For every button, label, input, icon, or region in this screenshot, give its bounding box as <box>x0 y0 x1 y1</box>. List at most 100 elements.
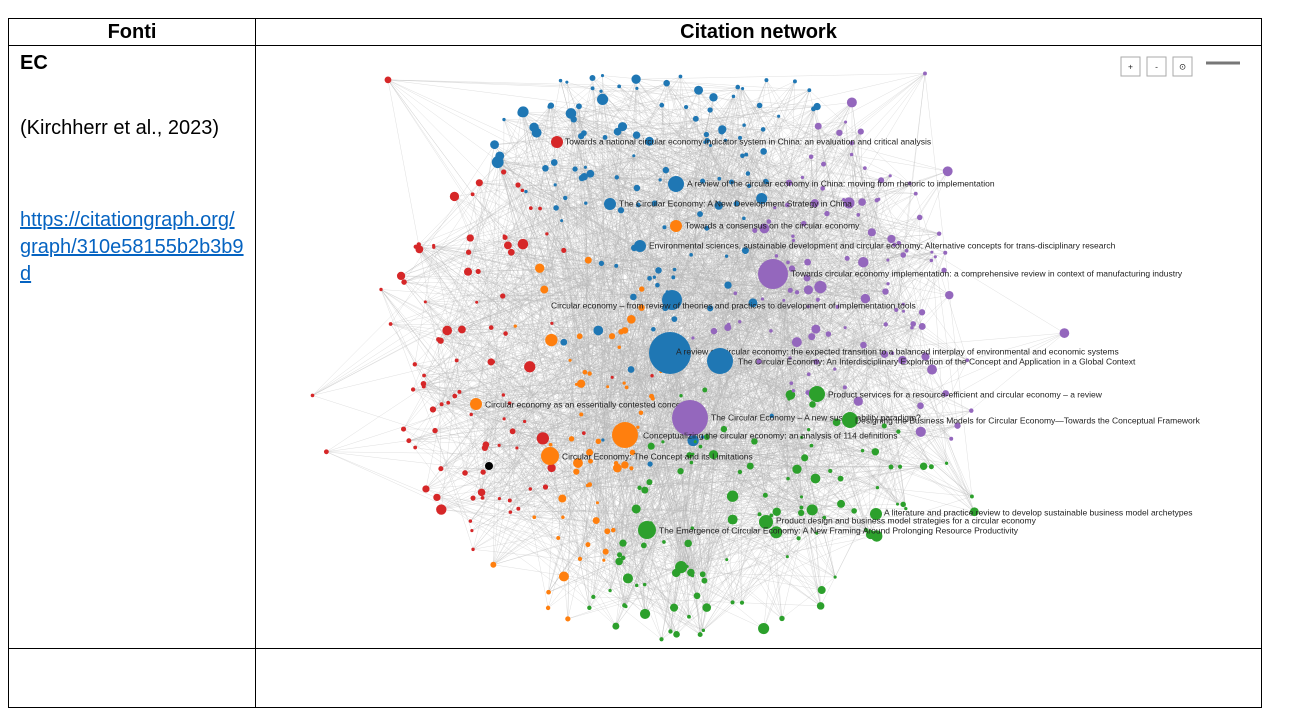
node <box>876 486 879 489</box>
node <box>647 461 652 466</box>
node <box>624 605 627 608</box>
paper-node <box>670 220 682 232</box>
node <box>432 246 435 249</box>
node <box>889 174 892 177</box>
node <box>919 323 926 330</box>
node <box>740 154 745 159</box>
node <box>311 394 315 398</box>
node <box>668 629 672 633</box>
node <box>630 294 637 301</box>
node <box>658 178 661 181</box>
node <box>868 228 876 236</box>
node <box>800 495 803 498</box>
node <box>504 241 512 249</box>
node <box>502 118 505 121</box>
node <box>623 381 626 384</box>
node <box>889 465 894 470</box>
node <box>655 283 660 288</box>
node <box>930 251 933 254</box>
node <box>614 264 618 268</box>
node <box>943 166 953 176</box>
node <box>538 207 542 211</box>
node <box>694 440 697 443</box>
node <box>690 461 694 465</box>
node <box>611 376 614 379</box>
citation: (Kirchherr et al., 2023) <box>20 115 220 142</box>
node <box>478 489 486 497</box>
node <box>432 428 437 433</box>
node <box>793 79 797 83</box>
node <box>744 153 748 157</box>
node <box>886 258 889 261</box>
link[interactable]: https://citationgraph.org/graph/310e5815… <box>20 209 244 285</box>
node <box>817 602 825 610</box>
node <box>551 159 558 166</box>
node <box>711 328 717 334</box>
node <box>623 573 633 583</box>
node <box>436 504 446 514</box>
node <box>872 448 879 455</box>
node <box>837 500 845 508</box>
node <box>618 122 627 131</box>
node <box>450 192 459 201</box>
node <box>636 426 639 429</box>
node <box>919 309 925 315</box>
node <box>673 268 677 272</box>
node <box>573 469 579 475</box>
node <box>670 604 678 612</box>
node <box>631 75 640 84</box>
node <box>851 508 857 514</box>
node <box>422 485 429 492</box>
node <box>559 571 569 581</box>
node <box>702 603 711 612</box>
node <box>788 288 793 293</box>
node <box>401 427 406 432</box>
node <box>495 151 504 160</box>
paper-node <box>638 521 656 539</box>
node <box>673 631 680 638</box>
node <box>615 175 619 179</box>
node <box>593 326 603 336</box>
node <box>508 498 512 502</box>
node <box>801 454 808 461</box>
node <box>663 167 669 173</box>
node <box>738 320 741 323</box>
node <box>498 497 501 500</box>
node <box>786 477 790 481</box>
node <box>828 469 832 473</box>
node <box>514 325 517 328</box>
node <box>576 103 582 109</box>
node <box>671 275 675 279</box>
node <box>517 108 526 117</box>
node <box>735 85 740 90</box>
paper-node <box>668 176 684 192</box>
node <box>601 438 604 441</box>
node <box>510 428 516 434</box>
node <box>553 205 559 211</box>
zoom-button-label: - <box>1155 61 1158 71</box>
node <box>503 417 506 420</box>
node <box>945 291 953 299</box>
node <box>529 206 533 210</box>
node <box>469 413 472 416</box>
node <box>757 103 763 109</box>
node <box>779 616 784 621</box>
node <box>651 327 656 332</box>
node <box>389 322 393 326</box>
node <box>621 461 628 468</box>
node <box>560 339 567 346</box>
edge <box>388 80 448 403</box>
node <box>604 528 610 534</box>
node-label: Conceptualizing the circular economy: an… <box>643 430 898 440</box>
node <box>917 402 924 409</box>
node <box>969 408 973 412</box>
node <box>836 130 842 136</box>
node <box>609 333 615 339</box>
node <box>547 464 555 472</box>
node <box>647 276 652 281</box>
node <box>811 325 820 334</box>
node <box>615 558 623 566</box>
node <box>718 128 725 135</box>
node <box>635 87 638 90</box>
node <box>760 148 767 155</box>
